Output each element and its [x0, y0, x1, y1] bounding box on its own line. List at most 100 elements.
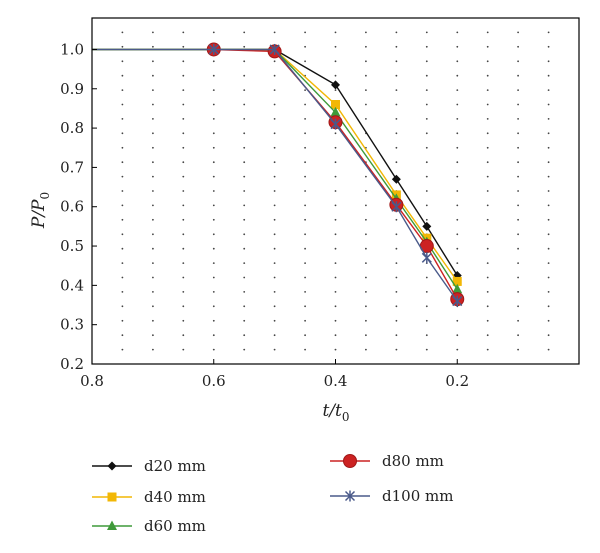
legend-marker — [344, 490, 356, 502]
grid-dot — [456, 161, 459, 164]
grid-dot — [334, 89, 337, 91]
grid-dot — [395, 89, 398, 91]
grid-dot — [182, 276, 185, 279]
series-line — [92, 48, 458, 282]
grid-dot — [395, 146, 398, 149]
grid-dot — [365, 276, 367, 279]
legend-label: d20 mm — [144, 457, 206, 475]
grid-dot — [547, 262, 550, 264]
grid-dot — [547, 319, 550, 322]
grid-dot — [425, 45, 428, 48]
grid-dot — [486, 348, 489, 351]
grid-dot — [121, 60, 124, 63]
grid-dot — [334, 348, 337, 351]
grid-dot — [365, 262, 367, 264]
grid-dot — [395, 103, 398, 106]
grid-dot — [243, 291, 246, 293]
data-point — [208, 43, 219, 55]
data-point — [391, 201, 402, 213]
grid-dot — [365, 319, 367, 322]
grid-dot — [365, 204, 367, 207]
grid-dot — [243, 45, 246, 48]
grid-dot — [121, 175, 124, 178]
grid-dot — [121, 103, 124, 106]
grid-dot — [365, 334, 367, 337]
grid-dot — [121, 291, 124, 293]
legend-marker — [107, 461, 117, 471]
grid-dot — [273, 305, 276, 308]
grid-dot — [121, 233, 124, 236]
grid-dot — [304, 233, 306, 236]
grid-dot — [212, 74, 215, 77]
grid-dot — [182, 89, 185, 91]
grid-dot — [425, 276, 428, 279]
grid-dot — [425, 190, 428, 192]
grid-dot — [517, 31, 519, 34]
grid-dot — [273, 334, 276, 337]
grid-dot — [334, 74, 337, 77]
grid-dot — [243, 218, 246, 221]
grid-dot — [517, 190, 519, 192]
grid-dot — [425, 291, 428, 293]
grid-dot — [182, 118, 185, 120]
grid-dot — [547, 291, 550, 293]
grid-dot — [395, 247, 398, 250]
grid-dot — [182, 161, 185, 164]
x-tick-label: 0.2 — [445, 372, 469, 390]
grid-dot — [243, 305, 246, 308]
grid-dot — [334, 60, 337, 63]
grid-dot — [486, 276, 489, 279]
grid-dot — [304, 118, 306, 120]
series-d20-mm — [92, 44, 462, 281]
grid-dot — [182, 204, 185, 207]
grid-dot — [212, 305, 215, 308]
grid-dot — [182, 60, 185, 63]
grid-dot — [182, 45, 185, 48]
grid-dot — [212, 334, 215, 337]
grid-dot — [243, 103, 246, 106]
grid-dot — [212, 161, 215, 164]
grid-dot — [547, 175, 550, 178]
y-tick-label: 1.0 — [60, 40, 84, 58]
grid-dot — [121, 118, 124, 120]
y-tick-label: 0.5 — [60, 237, 84, 255]
grid-dot — [182, 132, 185, 135]
grid-dot — [152, 319, 154, 322]
grid-dot — [486, 146, 489, 149]
grid-dot — [517, 74, 519, 77]
grid-dot — [456, 60, 459, 63]
grid-dot — [456, 74, 459, 77]
grid-dot — [121, 276, 124, 279]
legend-label: d100 mm — [382, 487, 453, 505]
grid-dot — [212, 262, 215, 264]
grid-dot — [304, 89, 306, 91]
y-tick-label: 0.9 — [60, 80, 84, 98]
grid-dot — [456, 247, 459, 250]
grid-dot — [486, 319, 489, 322]
grid-dot — [152, 204, 154, 207]
grid-dot — [456, 334, 459, 337]
legend-label: d60 mm — [144, 517, 206, 535]
grid-dot — [304, 31, 306, 34]
grid-dot — [365, 305, 367, 308]
grid-dot — [273, 218, 276, 221]
grid-dot — [425, 146, 428, 149]
grid-dot — [456, 132, 459, 135]
grid-dot — [273, 348, 276, 351]
grid-dot — [243, 276, 246, 279]
x-tick-label: 0.6 — [202, 372, 226, 390]
grid-dot — [334, 132, 337, 135]
grid-dot — [243, 262, 246, 264]
grid-dot — [365, 74, 367, 77]
grid-dot — [273, 262, 276, 264]
data-point — [452, 295, 463, 307]
grid-dot — [425, 132, 428, 135]
grid-dot — [547, 190, 550, 192]
grid-dot — [456, 45, 459, 48]
grid-dot — [547, 60, 550, 63]
grid-dot — [212, 190, 215, 192]
grid-dot — [425, 175, 428, 178]
grid-dot — [365, 89, 367, 91]
data-point — [269, 43, 280, 55]
grid-dot — [273, 132, 276, 135]
